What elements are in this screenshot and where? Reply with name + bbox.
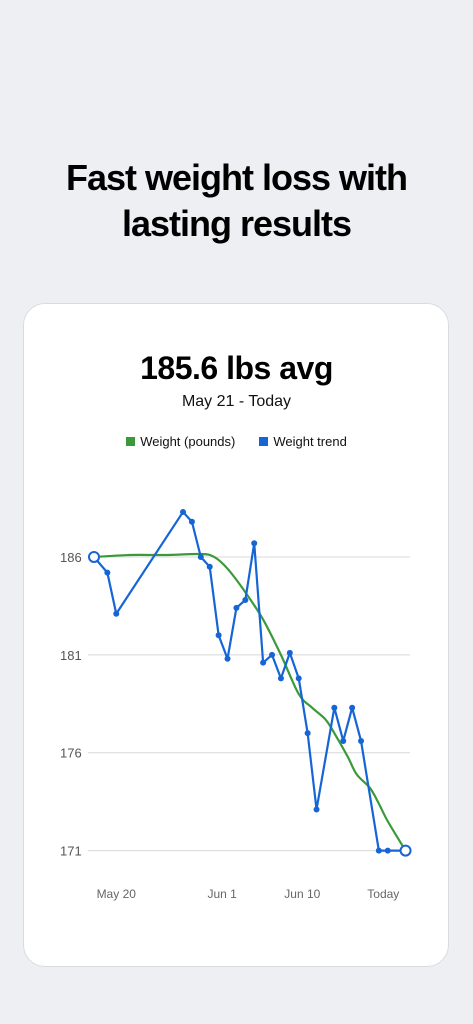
legend-label-weight: Weight (pounds) xyxy=(140,434,236,449)
chart-legend: Weight (pounds) Weight trend xyxy=(0,434,473,449)
end-point-marker xyxy=(399,844,412,857)
chart-card xyxy=(23,303,449,967)
trend-point xyxy=(358,737,365,744)
legend-item-trend[interactable]: Weight trend xyxy=(259,434,347,449)
trend-point xyxy=(331,704,338,711)
y-tick-label: 186 xyxy=(60,550,82,565)
trend-point xyxy=(375,847,382,854)
trend-point xyxy=(113,610,120,617)
series-trend-line xyxy=(93,510,406,852)
trend-point xyxy=(251,540,258,547)
legend-swatch-trend xyxy=(259,437,269,446)
x-tick-label: Today xyxy=(367,887,399,901)
average-weight: 185.6 lbs avg xyxy=(140,350,333,386)
legend-swatch-weight xyxy=(126,437,136,446)
trend-point xyxy=(277,675,284,682)
trend-point xyxy=(349,704,356,711)
trend-point xyxy=(313,806,320,813)
trend-point xyxy=(188,518,195,525)
trend-point xyxy=(304,730,311,737)
legend-label-trend: Weight trend xyxy=(273,434,347,449)
series-weight-line xyxy=(93,552,407,852)
date-range: May 21 - Today xyxy=(181,393,292,410)
headline-line-1: Fast weight loss with xyxy=(65,157,408,198)
trend-point xyxy=(340,737,347,744)
x-tick-label: May 20 xyxy=(97,887,137,901)
trend-point xyxy=(104,569,111,576)
x-tick-label: Jun 1 xyxy=(208,887,238,901)
trend-point xyxy=(215,632,222,639)
trend-point xyxy=(233,604,240,611)
trend-point xyxy=(224,655,231,662)
trend-point xyxy=(286,649,293,656)
start-point-marker xyxy=(88,550,100,563)
y-tick-label: 171 xyxy=(60,844,82,859)
trend-point xyxy=(384,847,391,854)
trend-point xyxy=(269,651,276,658)
legend-item-weight[interactable]: Weight (pounds) xyxy=(126,434,235,449)
trend-point xyxy=(295,675,302,682)
trend-point xyxy=(206,563,213,570)
trend-point xyxy=(242,597,249,604)
trend-point xyxy=(260,659,267,666)
y-tick-label: 176 xyxy=(60,746,82,761)
trend-point xyxy=(180,508,187,515)
headline-line-2: lasting results xyxy=(121,203,352,244)
headline: Fast weight loss with lasting results xyxy=(0,155,473,247)
x-tick-label: Jun 10 xyxy=(284,887,320,901)
trend-point xyxy=(197,553,204,560)
y-tick-label: 181 xyxy=(60,648,82,663)
